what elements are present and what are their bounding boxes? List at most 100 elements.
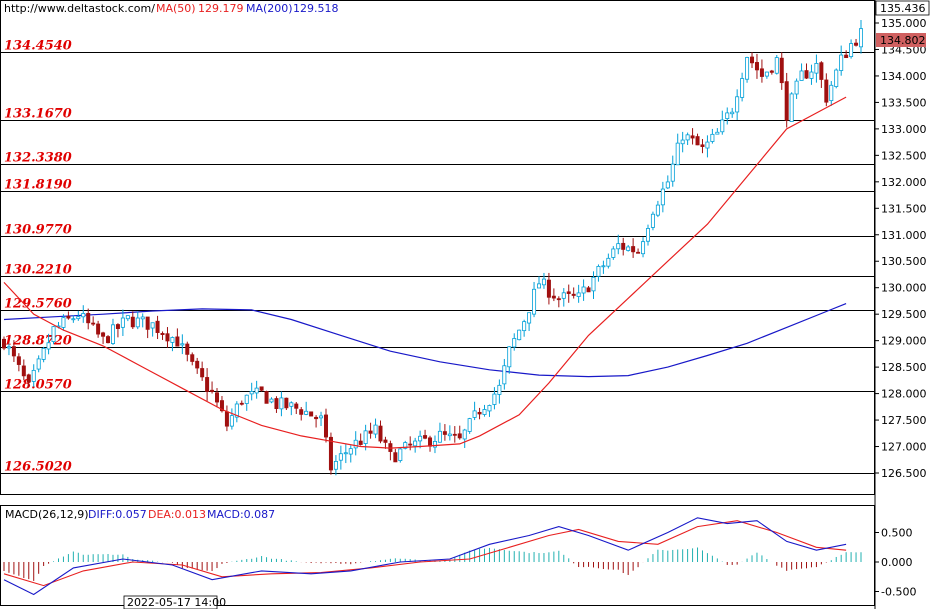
candle-body [11,346,16,357]
candle-body [616,243,621,250]
price-tick-label: 128.000 [881,388,927,401]
candle-body [447,433,452,437]
candle-body [71,318,76,321]
price-tick-label: 126.500 [881,467,927,480]
candle-body [541,278,546,286]
candle-body [81,313,86,318]
candle-body [234,403,239,418]
candle-body [759,68,764,77]
candle-body [363,430,368,444]
candle-body [437,430,442,443]
candle-body [700,144,705,147]
candle-body [859,28,864,48]
candle-body [779,57,784,84]
price-tick-label: 130.000 [881,282,927,295]
candle-body [328,436,333,471]
candle-body [631,246,636,253]
level-label: 130.2210 [4,263,72,278]
candle-body [264,391,269,404]
level-label: 132.3380 [4,151,72,166]
candle-body [423,435,428,439]
price-tick-label: 131.000 [881,229,927,242]
candle-body [566,291,571,294]
macd-panel: 0.500 0.000 -0.500 [3,517,916,599]
candle-body [254,387,259,394]
level-label: 130.9770 [4,223,72,238]
macd-title: MACD(26,12,9) [5,508,89,521]
candle-body [51,326,56,342]
candle-body [165,333,170,342]
ma200-line-group [3,303,847,378]
candle-body [754,62,759,71]
support-resistance-levels: 134.4540 133.1670 132.3380 131.8190 130.9770… [1,39,875,475]
candle-body [61,317,66,328]
candle-body [621,242,626,250]
macd-value-label: MACD:0.087 [207,508,275,521]
ma200-line [3,303,847,378]
candle-body [705,141,710,149]
candle-body [130,316,135,328]
candle-body [6,346,11,349]
candle-body [393,452,398,463]
level-label: 133.1670 [4,107,72,122]
candle-body [695,136,700,146]
candle-body [66,315,71,319]
candle-body [660,188,665,206]
level-label: 129.5760 [4,297,72,312]
price-tick-label: 129.000 [881,335,927,348]
price-tick-label: 133.500 [881,96,927,109]
level-label: 126.5020 [4,460,72,475]
candle-body [314,416,319,420]
candle-body [675,142,680,166]
candle-body [502,365,507,385]
candle-body [185,343,190,355]
ma50-label: MA(50) [156,2,196,15]
candle-body [680,139,685,145]
ma200-label: MA(200) [246,2,293,15]
candle-body [750,56,755,64]
macd-tick-label: 0.500 [881,527,913,540]
candle-body [819,62,824,80]
candle-body [249,391,254,395]
candle-body [844,54,849,59]
candle-body [467,418,472,432]
candle-body [180,343,185,346]
candle-body [442,431,447,435]
date-label-box [123,595,218,609]
candle-body [452,433,457,436]
price-axis: 135.000134.500134.000133.500133.000132.5… [875,17,927,480]
candle-body [190,354,195,362]
candle-body [398,448,403,461]
candle-body [229,415,234,427]
candle-body [522,321,527,332]
candle-body [814,63,819,74]
price-tick-label: 130.500 [881,255,927,268]
candle-body [135,317,140,328]
candlesticks [2,19,864,476]
candle-body [546,279,551,298]
candle-body [160,333,165,335]
candle-body [309,411,314,417]
candle-body [31,369,36,382]
candle-body [408,443,413,446]
source-url: http://www.deltastock.com/ [4,2,155,15]
candle-body [115,324,120,329]
candle-body [601,265,606,268]
macd-diff-label: DIFF:0.057 [88,508,147,521]
candle-body [418,435,423,442]
candle-body [76,316,81,320]
candle-body [403,442,408,449]
ma50-value: 129.179 [198,2,244,15]
candle-body [720,119,725,133]
candle-body [353,439,358,449]
candle-body [200,368,205,378]
candle-body [829,84,834,102]
price-tick-label: 132.500 [881,149,927,162]
candle-body [571,293,576,296]
price-tick-label: 128.500 [881,361,927,374]
candle-body [46,342,51,350]
candle-body [457,433,462,439]
candle-body [740,78,745,98]
candle-body [730,111,735,115]
